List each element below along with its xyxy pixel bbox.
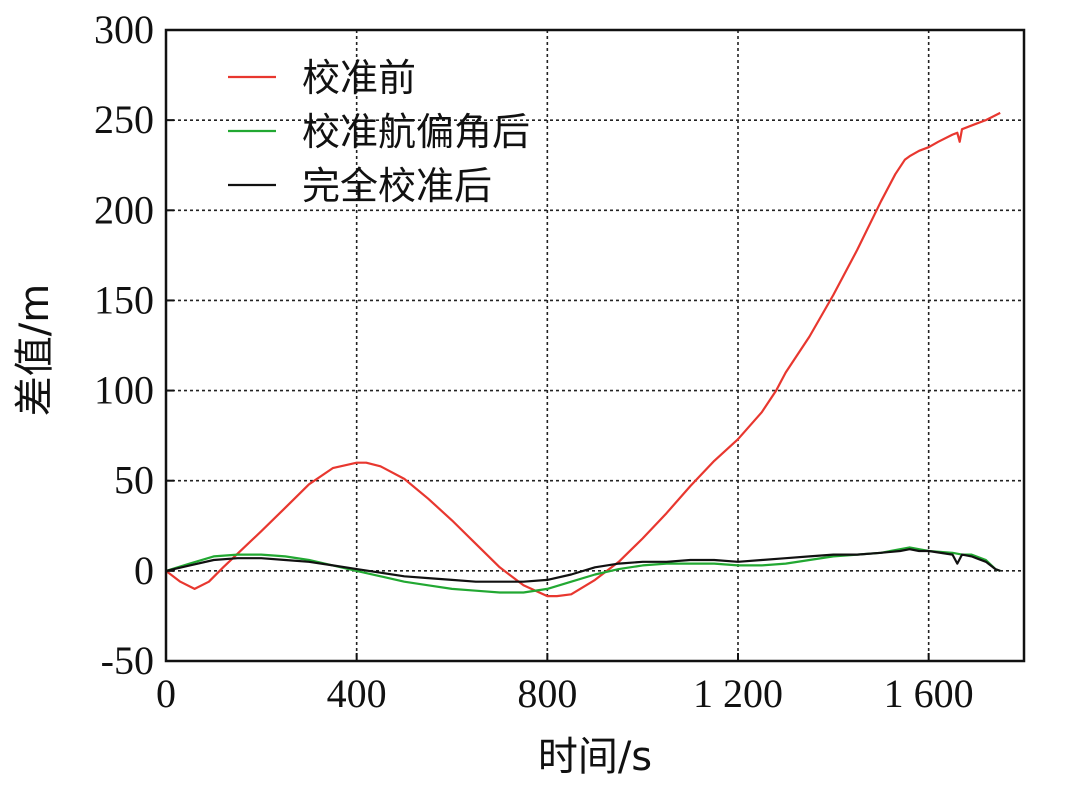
series-layer xyxy=(165,111,1001,598)
x-tick-label: 1 200 xyxy=(693,671,783,716)
x-tick-label: 1 600 xyxy=(884,671,974,716)
legend-label: 校准航偏角后 xyxy=(302,110,530,154)
x-tick-label: 0 xyxy=(156,671,176,716)
y-axis-label: 差值/m xyxy=(12,284,58,416)
series-line-3 xyxy=(165,548,1001,583)
x-axis-label: 时间/s xyxy=(538,734,652,780)
plot-frame xyxy=(164,28,1026,663)
y-tick-label: 0 xyxy=(134,548,154,593)
grid-layer xyxy=(166,30,1024,661)
x-tick-label: 800 xyxy=(517,671,577,716)
series-line-1 xyxy=(165,111,1001,598)
y-tick-label: 300 xyxy=(94,7,154,52)
y-tick-label: 200 xyxy=(94,187,154,232)
y-tick-label: -50 xyxy=(101,638,154,683)
y-tick-label: 150 xyxy=(94,277,154,322)
y-tick-label: 50 xyxy=(114,458,154,503)
y-tick-label: 250 xyxy=(94,97,154,142)
y-tick-label: 100 xyxy=(94,368,154,413)
legend-label: 完全校准后 xyxy=(302,164,492,208)
legend-label: 校准前 xyxy=(302,56,416,100)
x-tick-label: 400 xyxy=(327,671,387,716)
